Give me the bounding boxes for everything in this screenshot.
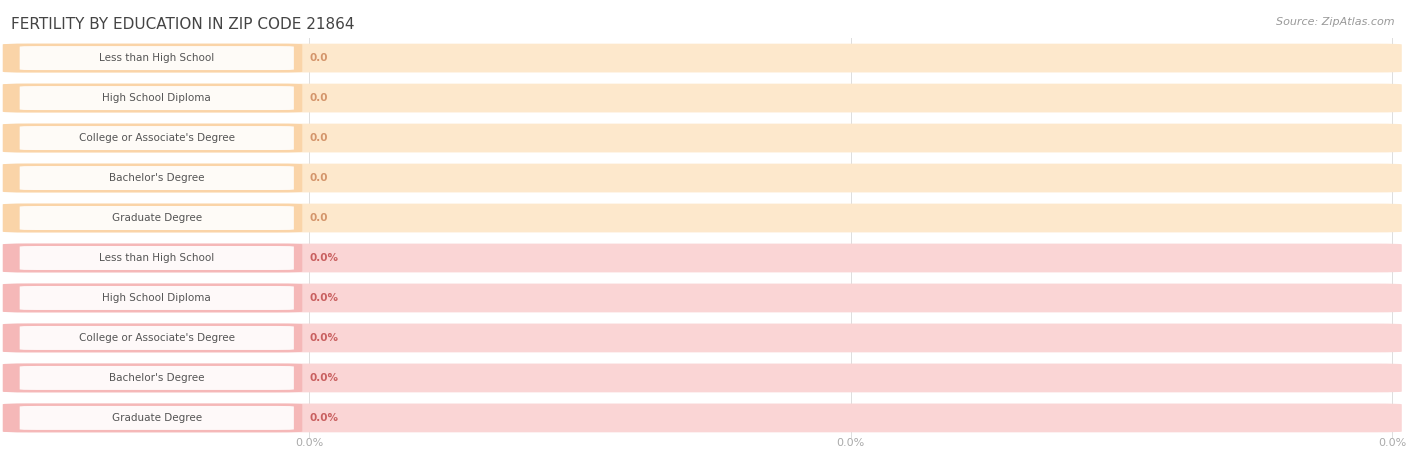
Text: 0.0: 0.0 xyxy=(309,53,328,63)
FancyBboxPatch shape xyxy=(20,406,294,430)
FancyBboxPatch shape xyxy=(3,204,1402,232)
FancyBboxPatch shape xyxy=(20,326,294,350)
FancyBboxPatch shape xyxy=(20,86,294,110)
Text: 0.0%: 0.0% xyxy=(837,438,865,448)
Text: High School Diploma: High School Diploma xyxy=(103,293,211,303)
Text: Graduate Degree: Graduate Degree xyxy=(111,413,202,423)
Text: College or Associate's Degree: College or Associate's Degree xyxy=(79,133,235,143)
Text: 0.0%: 0.0% xyxy=(309,293,339,303)
FancyBboxPatch shape xyxy=(20,46,294,70)
FancyBboxPatch shape xyxy=(3,364,302,392)
FancyBboxPatch shape xyxy=(3,84,302,112)
Text: Bachelor's Degree: Bachelor's Degree xyxy=(110,373,204,383)
FancyBboxPatch shape xyxy=(3,364,1402,392)
FancyBboxPatch shape xyxy=(3,124,302,152)
Text: Graduate Degree: Graduate Degree xyxy=(111,213,202,223)
Text: 0.0: 0.0 xyxy=(309,173,328,183)
Text: 0.0: 0.0 xyxy=(301,238,318,248)
FancyBboxPatch shape xyxy=(20,366,294,390)
FancyBboxPatch shape xyxy=(3,84,1402,112)
Text: 0.0%: 0.0% xyxy=(295,438,323,448)
FancyBboxPatch shape xyxy=(3,244,1402,272)
Text: College or Associate's Degree: College or Associate's Degree xyxy=(79,333,235,343)
FancyBboxPatch shape xyxy=(20,166,294,190)
Text: 0.0%: 0.0% xyxy=(309,333,339,343)
Text: FERTILITY BY EDUCATION IN ZIP CODE 21864: FERTILITY BY EDUCATION IN ZIP CODE 21864 xyxy=(11,17,354,32)
FancyBboxPatch shape xyxy=(20,286,294,310)
FancyBboxPatch shape xyxy=(3,124,1402,152)
FancyBboxPatch shape xyxy=(3,404,1402,432)
Text: 0.0: 0.0 xyxy=(842,238,859,248)
FancyBboxPatch shape xyxy=(3,164,1402,192)
Text: 0.0: 0.0 xyxy=(309,93,328,103)
FancyBboxPatch shape xyxy=(3,164,302,192)
FancyBboxPatch shape xyxy=(20,206,294,230)
Text: 0.0%: 0.0% xyxy=(309,413,339,423)
FancyBboxPatch shape xyxy=(20,126,294,150)
Text: 0.0%: 0.0% xyxy=(1378,438,1406,448)
FancyBboxPatch shape xyxy=(3,244,302,272)
FancyBboxPatch shape xyxy=(3,44,302,72)
FancyBboxPatch shape xyxy=(3,284,302,312)
FancyBboxPatch shape xyxy=(3,44,1402,72)
Text: Less than High School: Less than High School xyxy=(100,53,214,63)
Text: 0.0: 0.0 xyxy=(1384,238,1400,248)
Text: 0.0%: 0.0% xyxy=(309,253,339,263)
Text: Less than High School: Less than High School xyxy=(100,253,214,263)
FancyBboxPatch shape xyxy=(3,404,302,432)
FancyBboxPatch shape xyxy=(20,246,294,270)
Text: High School Diploma: High School Diploma xyxy=(103,93,211,103)
Text: Bachelor's Degree: Bachelor's Degree xyxy=(110,173,204,183)
FancyBboxPatch shape xyxy=(3,324,1402,352)
Text: 0.0: 0.0 xyxy=(309,213,328,223)
Text: Source: ZipAtlas.com: Source: ZipAtlas.com xyxy=(1277,17,1395,27)
FancyBboxPatch shape xyxy=(3,284,1402,312)
FancyBboxPatch shape xyxy=(3,324,302,352)
FancyBboxPatch shape xyxy=(3,204,302,232)
Text: 0.0%: 0.0% xyxy=(309,373,339,383)
Text: 0.0: 0.0 xyxy=(309,133,328,143)
